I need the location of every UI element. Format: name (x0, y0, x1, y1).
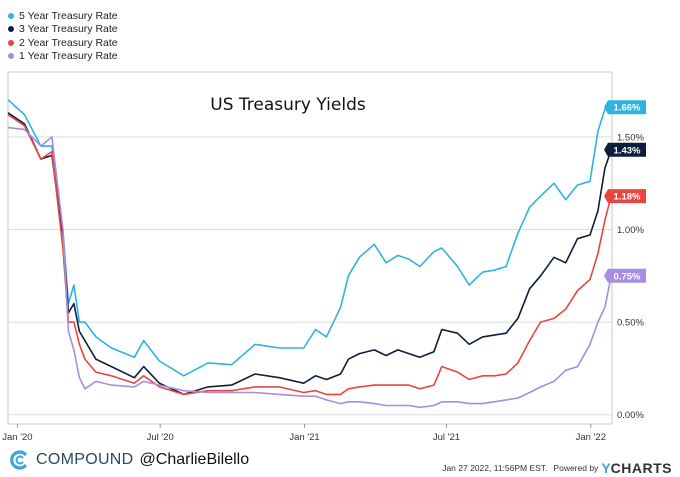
gridlines (8, 136, 612, 416)
last-value-label: 1.43% (614, 145, 641, 156)
legend-label: 2 Year Treasury Rate (19, 36, 118, 49)
legend-swatch-5y (8, 12, 14, 19)
x-axis: Jan '20 Jul '20 Jan '21 Jul '21 Jan '22 (2, 424, 606, 443)
legend-item[interactable]: 2 Year Treasury Rate (8, 36, 118, 50)
legend-swatch-3y (8, 26, 14, 33)
series-line-1 (7, 112, 612, 396)
last-value-label: 1.18% (614, 192, 641, 203)
legend-item[interactable]: 5 Year Treasury Rate (8, 9, 118, 23)
legend: 5 Year Treasury Rate 3 Year Treasury Rat… (8, 9, 118, 63)
legend-label: 3 Year Treasury Rate (19, 23, 118, 36)
series-line-0 (7, 99, 612, 377)
x-tick-label: Jul '20 (147, 432, 174, 443)
last-value-badge (604, 142, 646, 157)
y-axis: 0.00% 0.50% 1.00% 1.50% (617, 132, 644, 421)
legend-item[interactable]: 3 Year Treasury Rate (8, 23, 118, 37)
value-labels: 1.66% 1.43% 1.18% 0.75% (604, 100, 646, 283)
last-value-label: 1.66% (614, 103, 641, 114)
y-tick-label: 0.00% (617, 410, 644, 421)
ycharts-logo: CHARTS (610, 460, 672, 476)
y-tick-label: 0.50% (617, 318, 644, 329)
legend-label: 1 Year Treasury Rate (19, 50, 118, 63)
series-line-3 (7, 126, 612, 409)
legend-item[interactable]: 1 Year Treasury Rate (8, 50, 118, 64)
plot-area (7, 71, 613, 425)
legend-label: 5 Year Treasury Rate (19, 9, 118, 22)
compound-logo[interactable]: COMPOUND @CharlieBilello (8, 449, 249, 471)
legend-swatch-2y (8, 39, 14, 46)
y-tick-label: 1.00% (617, 225, 644, 236)
x-tick-label: Jan '20 (2, 432, 32, 443)
y-tick-label: 1.50% (617, 132, 644, 143)
x-tick-label: Jan '22 (576, 432, 606, 443)
last-value-badge (604, 268, 646, 283)
twitter-handle[interactable]: @CharlieBilello (139, 451, 250, 468)
legend-swatch-1y (8, 53, 14, 60)
compound-c-icon (10, 450, 27, 470)
x-tick-label: Jan '21 (289, 432, 319, 443)
timestamp: Jan 27 2022, 11:56PM EST. (442, 463, 548, 473)
last-value-badge (604, 189, 646, 204)
footer-credit: Jan 27 2022, 11:56PM EST. Powered by Y CH… (442, 460, 672, 476)
last-value-badge (604, 100, 646, 115)
ycharts-logo-y: Y (601, 460, 611, 476)
series-lines (7, 99, 612, 409)
last-value-label: 0.75% (614, 271, 641, 282)
chart-title: US Treasury Yields (210, 95, 366, 115)
series-line-2 (7, 113, 612, 396)
powered-by: Powered by (553, 463, 599, 473)
compound-brand: COMPOUND (36, 451, 134, 468)
x-tick-label: Jul '21 (433, 432, 460, 443)
